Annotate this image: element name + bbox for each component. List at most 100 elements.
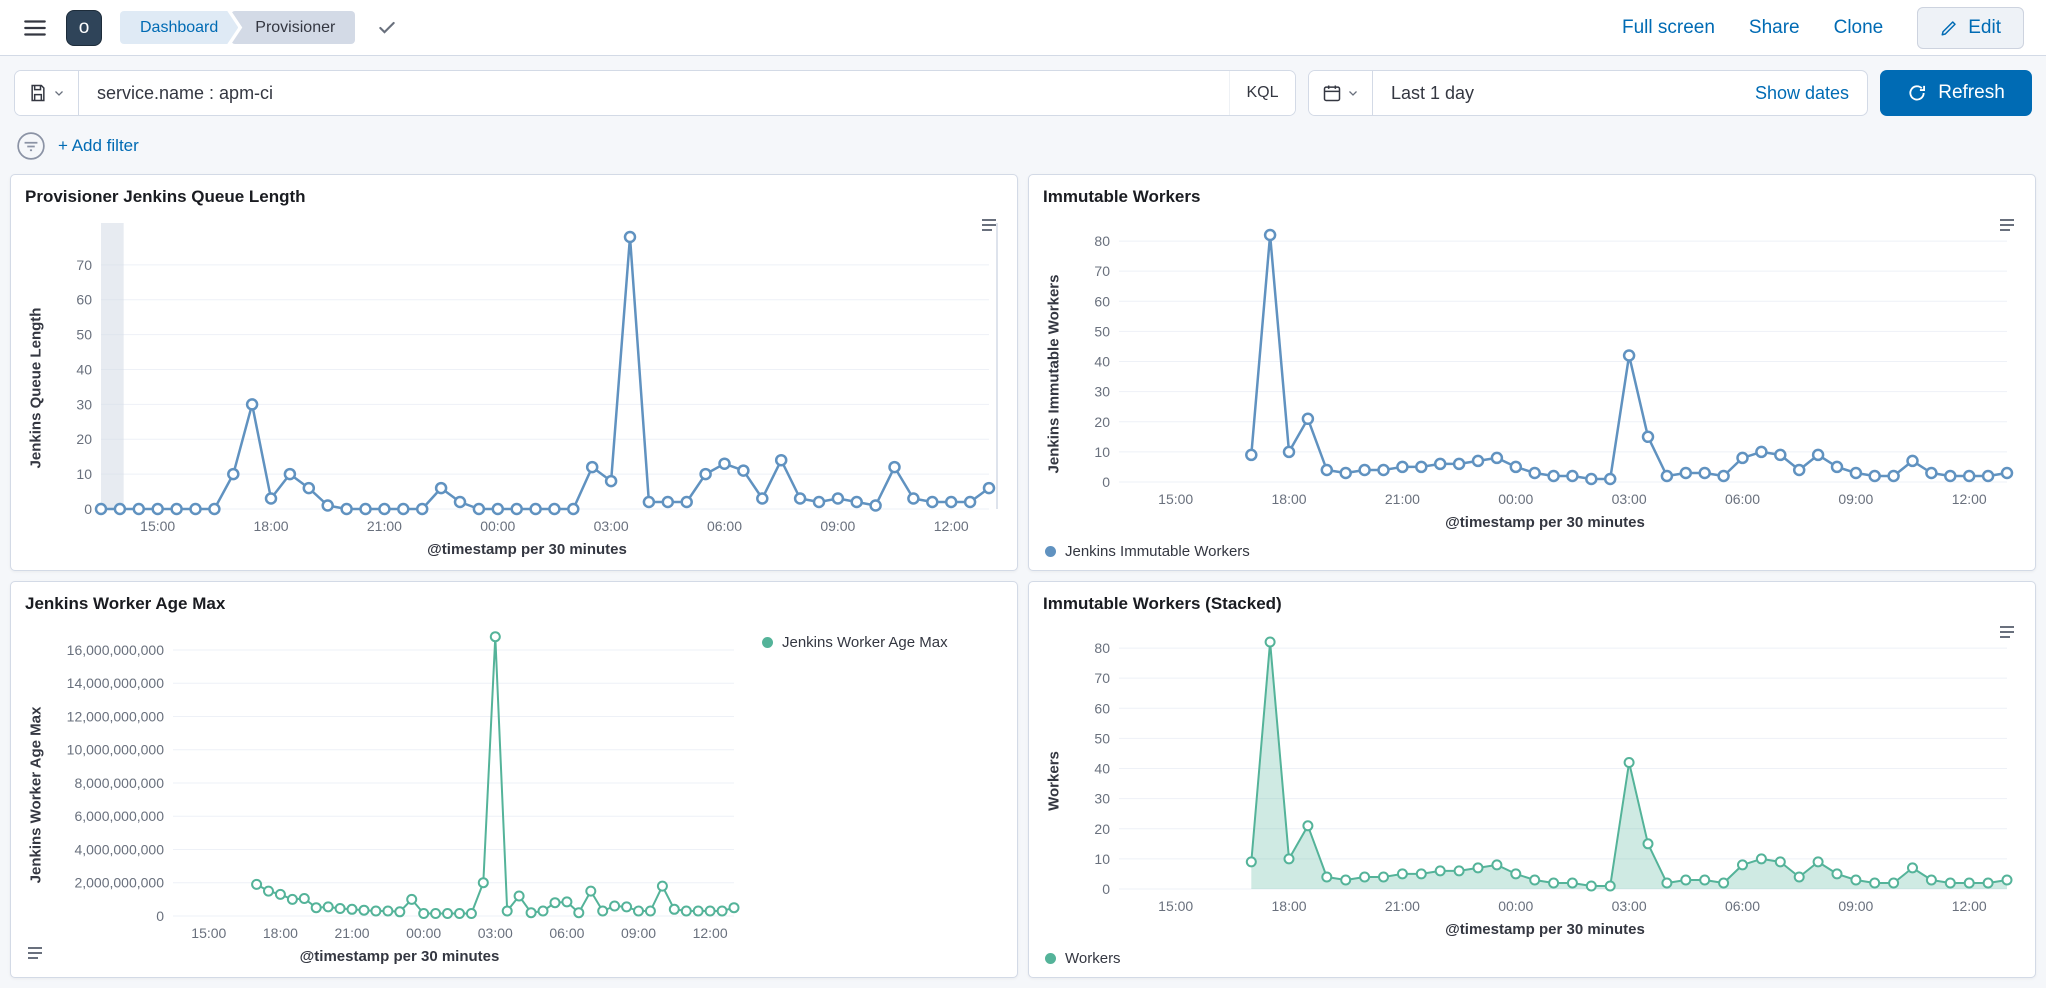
filter-options-button[interactable]: [16, 131, 46, 161]
chart-area: Jenkins Immutable Workers 0 10 20 30 40 50 60 7…: [1041, 213, 2023, 535]
x-axis-label: @timestamp per 30 minutes: [299, 948, 500, 965]
breadcrumb-dashboard[interactable]: Dashboard: [120, 11, 238, 44]
chart-area: Jenkins Worker Age Max 0 2,000,000,000 4,0…: [23, 620, 1005, 969]
share-button[interactable]: Share: [1748, 16, 1800, 38]
full-screen-button[interactable]: Full screen: [1621, 16, 1715, 38]
svg-text:00:00: 00:00: [1498, 898, 1533, 914]
svg-text:70: 70: [1094, 263, 1110, 279]
hamburger-icon: [24, 19, 46, 36]
chart-worker-age-max[interactable]: 0 2,000,000,000 4,000,000,000 6,000,000,000…: [49, 620, 750, 946]
legend-label: Jenkins Worker Age Max: [782, 634, 948, 651]
svg-text:20: 20: [1094, 821, 1110, 837]
svg-text:06:00: 06:00: [1725, 898, 1760, 914]
filter-bar: + Add filter: [0, 116, 2046, 164]
list-icon: [982, 219, 996, 231]
legend-dot: [762, 637, 773, 648]
clone-button[interactable]: Clone: [1833, 16, 1884, 38]
svg-text:03:00: 03:00: [478, 925, 513, 941]
chart-immutable-workers[interactable]: 0 10 20 30 40 50 60 70 80 15:00 18:00 21:00 00:00 03:…: [1067, 213, 2023, 512]
svg-text:16,000,000,000: 16,000,000,000: [67, 642, 165, 658]
svg-text:21:00: 21:00: [1385, 898, 1420, 914]
dashboard-grid: Provisioner Jenkins Queue Length Jenkins…: [0, 164, 2046, 988]
svg-text:09:00: 09:00: [621, 925, 656, 941]
svg-text:80: 80: [1094, 233, 1110, 249]
svg-text:0: 0: [1102, 881, 1110, 897]
breadcrumb: Dashboard Provisioner: [120, 11, 356, 44]
legend-toggle-button[interactable]: [1991, 616, 2023, 648]
svg-text:15:00: 15:00: [191, 925, 226, 941]
date-picker-group: Last 1 day Show dates: [1308, 70, 1868, 116]
calendar-button[interactable]: [1309, 71, 1373, 115]
svg-text:12,000,000,000: 12,000,000,000: [67, 708, 165, 724]
chevron-down-icon: [55, 91, 63, 96]
search-input[interactable]: [79, 71, 1229, 115]
svg-text:20: 20: [76, 431, 92, 447]
legend: Jenkins Worker Age Max: [750, 620, 1005, 969]
svg-text:12:00: 12:00: [1952, 898, 1987, 914]
svg-text:10: 10: [76, 466, 92, 482]
app-header: o Dashboard Provisioner Full screen Shar…: [0, 0, 2046, 56]
svg-text:09:00: 09:00: [820, 518, 855, 534]
svg-text:50: 50: [76, 327, 92, 343]
svg-text:40: 40: [1094, 354, 1110, 370]
refresh-button[interactable]: Refresh: [1880, 70, 2032, 116]
query-input-group: KQL: [14, 70, 1296, 116]
panel-title: Immutable Workers (Stacked): [1043, 594, 1282, 613]
svg-text:18:00: 18:00: [254, 518, 289, 534]
svg-text:80: 80: [1094, 640, 1110, 656]
svg-text:00:00: 00:00: [406, 925, 441, 941]
svg-text:18:00: 18:00: [1272, 898, 1307, 914]
saved-query-button[interactable]: [15, 71, 79, 115]
svg-text:06:00: 06:00: [549, 925, 584, 941]
svg-text:20: 20: [1094, 414, 1110, 430]
add-filter-button[interactable]: + Add filter: [58, 136, 139, 155]
save-query-icon: [31, 84, 45, 102]
svg-text:15:00: 15:00: [1158, 898, 1193, 914]
svg-text:60: 60: [1094, 700, 1110, 716]
svg-text:0: 0: [1102, 474, 1110, 490]
chart-workers-stacked[interactable]: 0 10 20 30 40 50 60 70 80 15:00 18:00 21:00 00:00 03:…: [1067, 620, 2023, 919]
svg-text:03:00: 03:00: [594, 518, 629, 534]
svg-text:14,000,000,000: 14,000,000,000: [67, 675, 165, 691]
kql-language-button[interactable]: KQL: [1229, 71, 1295, 115]
legend-label: Workers: [1065, 950, 1121, 967]
legend-dot: [1045, 546, 1056, 557]
legend-toggle-button[interactable]: [973, 209, 1005, 241]
svg-text:10,000,000,000: 10,000,000,000: [67, 742, 165, 758]
header-actions: Full screen Share Clone Edit: [1621, 6, 2024, 49]
svg-text:15:00: 15:00: [1158, 491, 1193, 507]
menu-button[interactable]: [22, 15, 48, 41]
check-icon: [379, 21, 396, 34]
panel-immutable-workers: Immutable Workers Jenkins Immutable Work…: [1028, 174, 2036, 571]
svg-text:10: 10: [1094, 851, 1110, 867]
y-axis-label: Jenkins Worker Age Max: [27, 706, 45, 883]
y-axis-label: Workers: [1045, 751, 1063, 811]
space-avatar[interactable]: o: [66, 9, 102, 46]
show-dates-link[interactable]: Show dates: [1754, 82, 1849, 103]
panel-worker-age-max: Jenkins Worker Age Max Jenkins Worker Ag…: [10, 581, 1018, 978]
time-range-value[interactable]: Last 1 day: [1391, 82, 1475, 103]
svg-text:03:00: 03:00: [1612, 491, 1647, 507]
svg-text:21:00: 21:00: [1385, 491, 1420, 507]
chart-queue-length[interactable]: 0 10 20 30 40 50 60 70 15:00 18:00 21:00 00:00 03:00…: [49, 213, 1005, 539]
saved-indicator: [377, 18, 397, 38]
x-axis-label: @timestamp per 30 minutes: [1445, 514, 1645, 531]
svg-text:12:00: 12:00: [934, 518, 969, 534]
svg-text:00:00: 00:00: [480, 518, 515, 534]
panel-title: Immutable Workers: [1043, 187, 1201, 206]
edit-button[interactable]: Edit: [1917, 6, 2024, 49]
panel-immutable-workers-stacked: Immutable Workers (Stacked) Workers 0 10 2…: [1028, 581, 2036, 978]
legend-toggle-button[interactable]: [19, 937, 51, 969]
svg-text:0: 0: [156, 908, 164, 924]
legend-item[interactable]: Jenkins Worker Age Max: [762, 634, 1005, 651]
time-range-display[interactable]: Last 1 day Show dates: [1373, 71, 1867, 115]
edit-button-label: Edit: [1968, 16, 2001, 38]
legend-item[interactable]: Workers: [1041, 942, 2023, 969]
y-axis-label: Jenkins Immutable Workers: [1045, 274, 1063, 474]
svg-text:40: 40: [76, 361, 92, 377]
list-icon: [28, 947, 42, 959]
query-bar: KQL Last 1 day Show dates Refresh: [0, 56, 2046, 116]
legend-item[interactable]: Jenkins Immutable Workers: [1041, 535, 2023, 562]
legend-toggle-button[interactable]: [1991, 209, 2023, 241]
svg-text:60: 60: [1094, 293, 1110, 309]
